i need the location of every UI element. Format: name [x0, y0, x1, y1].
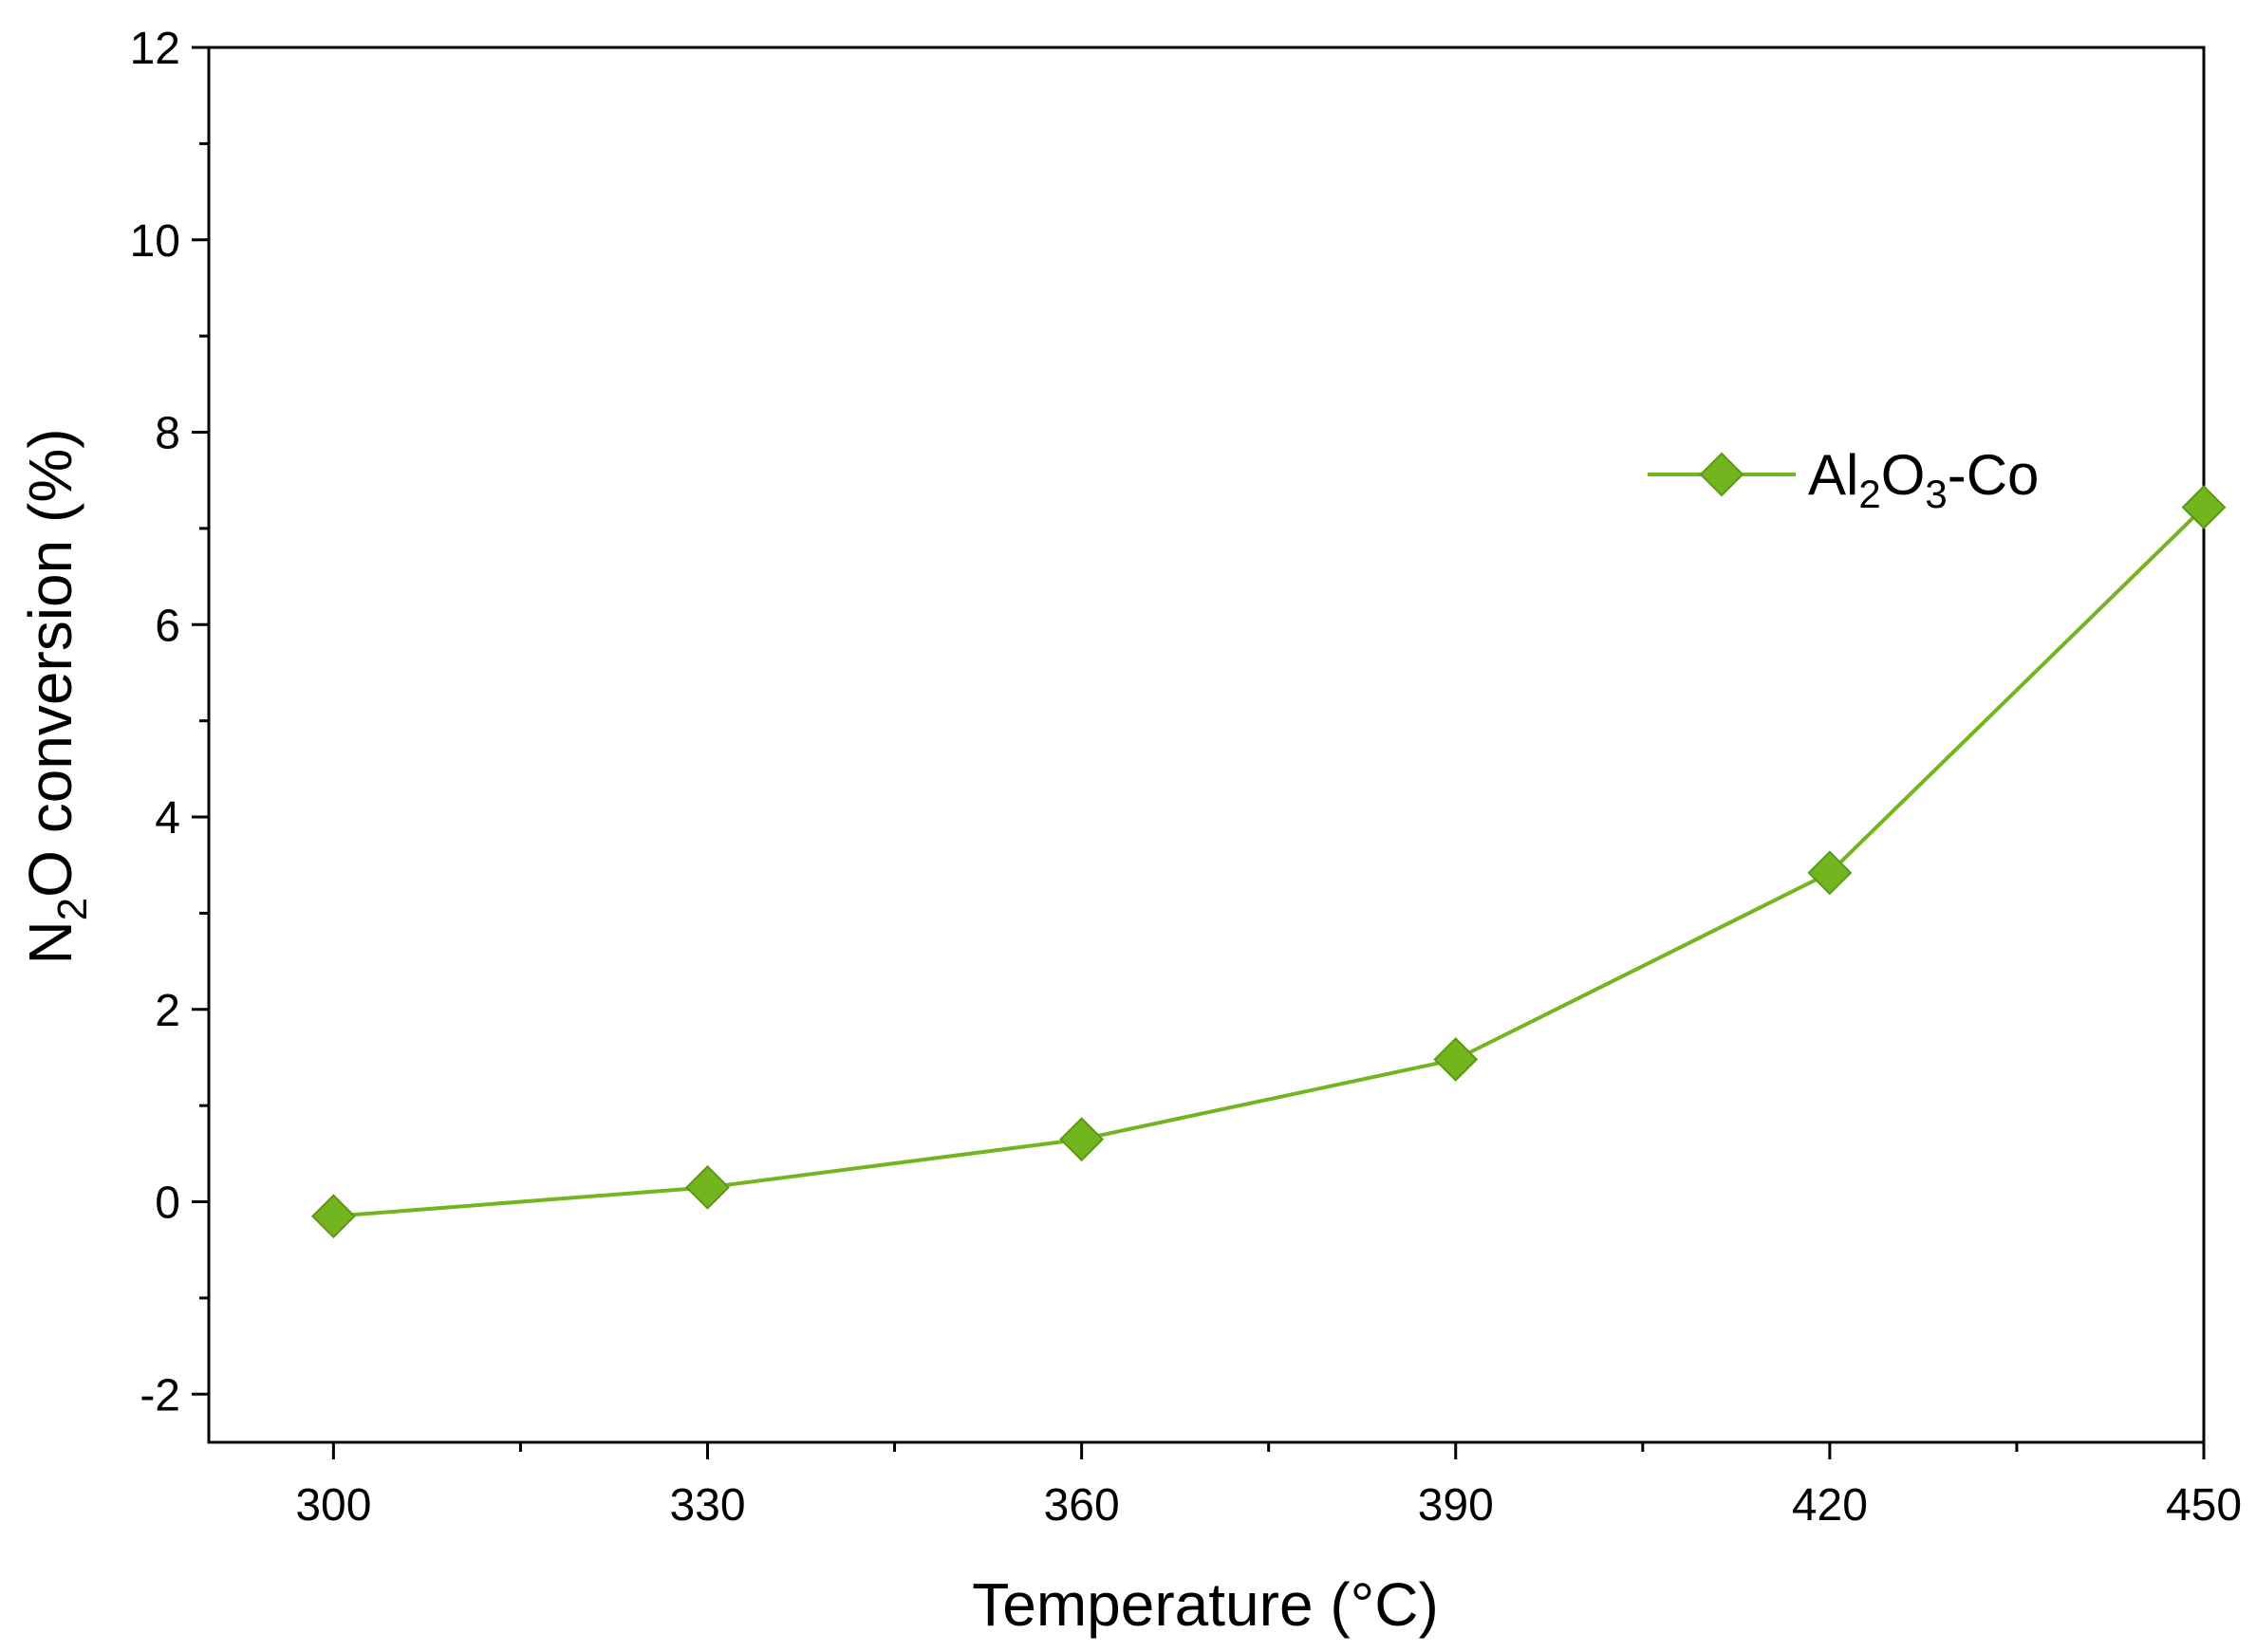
legend-marker — [1699, 452, 1744, 497]
x-tick-label: 330 — [669, 1480, 745, 1531]
ticks: 300 330 360 390 420 450 -2 0 2 4 6 8 10 12 — [130, 24, 2242, 1531]
data-point — [1807, 850, 1853, 896]
y-tick-label: -2 — [140, 1370, 180, 1420]
x-tick-label: 450 — [2166, 1480, 2242, 1531]
legend-label: Al2O3-Co — [1808, 443, 2039, 516]
x-tick-label: 360 — [1044, 1480, 1120, 1531]
y-tick-label: 2 — [155, 986, 180, 1036]
y-tick-label: 6 — [155, 601, 180, 651]
y-tick-label: 0 — [155, 1179, 180, 1229]
x-tick-label: 300 — [295, 1480, 371, 1531]
axes — [207, 46, 2206, 1444]
data-point — [1059, 1117, 1105, 1162]
data-point — [1433, 1037, 1479, 1082]
series-line — [333, 506, 2206, 1218]
y-tick-label: 12 — [130, 24, 180, 74]
y-tick-label: 10 — [130, 216, 180, 267]
x-axis-title: Temperature (°C) — [972, 1570, 1439, 1639]
data-point — [685, 1164, 730, 1210]
x-tick-label: 420 — [1792, 1480, 1868, 1531]
data-point — [2181, 485, 2227, 530]
x-tick-label: 390 — [1418, 1480, 1494, 1531]
data-point — [310, 1194, 356, 1239]
legend: Al2O3-Co — [1648, 443, 2039, 516]
y-tick-label: 4 — [155, 793, 180, 844]
plot-frame — [207, 46, 2206, 1444]
series — [310, 485, 2227, 1239]
y-axis-title: N2O conversion (%) — [16, 428, 96, 964]
y-tick-label: 8 — [155, 409, 180, 459]
